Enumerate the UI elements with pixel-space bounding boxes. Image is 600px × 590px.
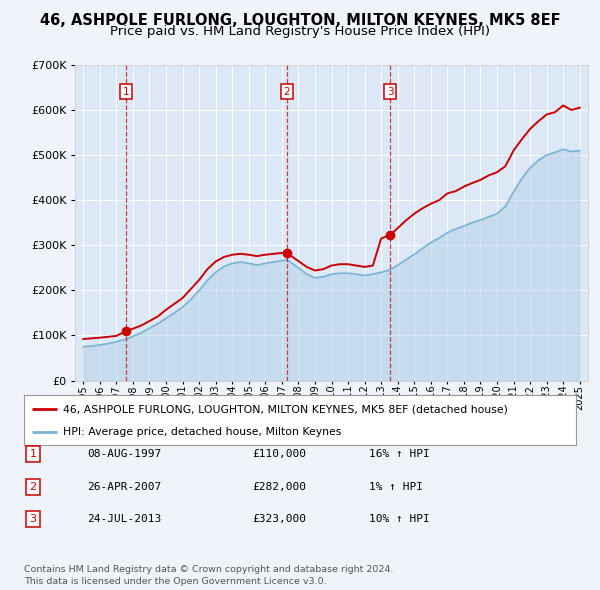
Text: This data is licensed under the Open Government Licence v3.0.: This data is licensed under the Open Gov…: [24, 577, 326, 586]
Text: 3: 3: [387, 87, 394, 97]
Text: HPI: Average price, detached house, Milton Keynes: HPI: Average price, detached house, Milt…: [62, 427, 341, 437]
Text: 26-APR-2007: 26-APR-2007: [87, 482, 161, 491]
Text: 1: 1: [29, 450, 37, 459]
Text: £282,000: £282,000: [252, 482, 306, 491]
Text: 2: 2: [29, 482, 37, 491]
Text: 1% ↑ HPI: 1% ↑ HPI: [369, 482, 423, 491]
Text: 08-AUG-1997: 08-AUG-1997: [87, 450, 161, 459]
Text: 1: 1: [123, 87, 130, 97]
Text: Price paid vs. HM Land Registry's House Price Index (HPI): Price paid vs. HM Land Registry's House …: [110, 25, 490, 38]
Text: 3: 3: [29, 514, 37, 524]
Text: 16% ↑ HPI: 16% ↑ HPI: [369, 450, 430, 459]
Text: 46, ASHPOLE FURLONG, LOUGHTON, MILTON KEYNES, MK5 8EF (detached house): 46, ASHPOLE FURLONG, LOUGHTON, MILTON KE…: [62, 404, 508, 414]
Text: 2: 2: [284, 87, 290, 97]
Text: 24-JUL-2013: 24-JUL-2013: [87, 514, 161, 524]
Text: 46, ASHPOLE FURLONG, LOUGHTON, MILTON KEYNES, MK5 8EF: 46, ASHPOLE FURLONG, LOUGHTON, MILTON KE…: [40, 13, 560, 28]
Text: £110,000: £110,000: [252, 450, 306, 459]
Text: 10% ↑ HPI: 10% ↑ HPI: [369, 514, 430, 524]
Text: £323,000: £323,000: [252, 514, 306, 524]
Text: Contains HM Land Registry data © Crown copyright and database right 2024.: Contains HM Land Registry data © Crown c…: [24, 565, 394, 574]
